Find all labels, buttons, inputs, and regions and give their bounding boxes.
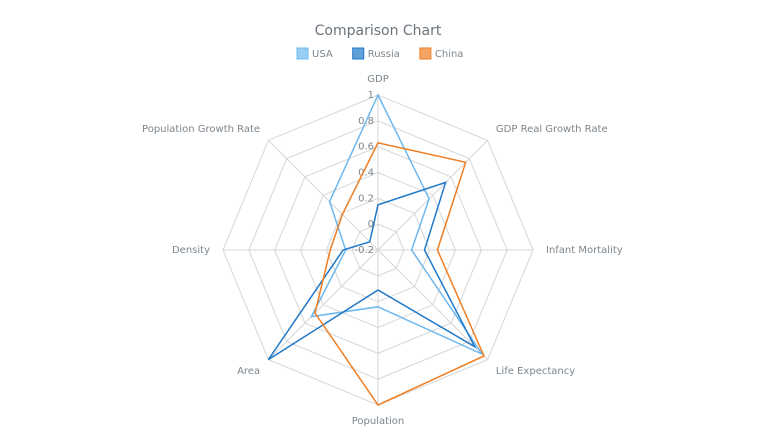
- category-label: Population: [352, 416, 405, 427]
- y-tick-label: 0.4: [358, 168, 374, 179]
- legend-item[interactable]: China: [419, 47, 464, 60]
- category-label: Density: [172, 245, 210, 256]
- legend-label: USA: [312, 49, 333, 60]
- series-line: [267, 181, 477, 361]
- grid-line: [248, 120, 508, 380]
- grid-line: [299, 171, 457, 329]
- category-label: GDP Real Growth Rate: [496, 124, 608, 135]
- y-tick-label: 0.2: [358, 193, 374, 204]
- y-tick-label: 0: [368, 219, 374, 230]
- grid-line: [274, 146, 482, 354]
- legend-label: China: [435, 49, 464, 60]
- legend-swatch: [352, 47, 365, 60]
- y-tick-label: 1: [368, 90, 374, 101]
- y-tick-label: 0.6: [358, 142, 374, 153]
- category-label: Infant Mortality: [546, 245, 623, 256]
- category-label: Population Growth Rate: [142, 124, 260, 135]
- legend-item[interactable]: USA: [296, 47, 333, 60]
- category-label: Area: [237, 366, 260, 377]
- grid-line: [351, 223, 405, 277]
- y-tick-label: -0.2: [354, 245, 374, 256]
- series-line: [309, 93, 485, 356]
- legend-item[interactable]: Russia: [352, 47, 400, 60]
- legend-swatch: [296, 47, 309, 60]
- category-label: GDP: [367, 74, 388, 85]
- series-line: [314, 141, 485, 406]
- legend-swatch: [419, 47, 432, 60]
- category-label: Life Expectancy: [496, 366, 575, 377]
- chart-title: Comparison Chart: [315, 23, 442, 39]
- legend-label: Russia: [368, 49, 400, 60]
